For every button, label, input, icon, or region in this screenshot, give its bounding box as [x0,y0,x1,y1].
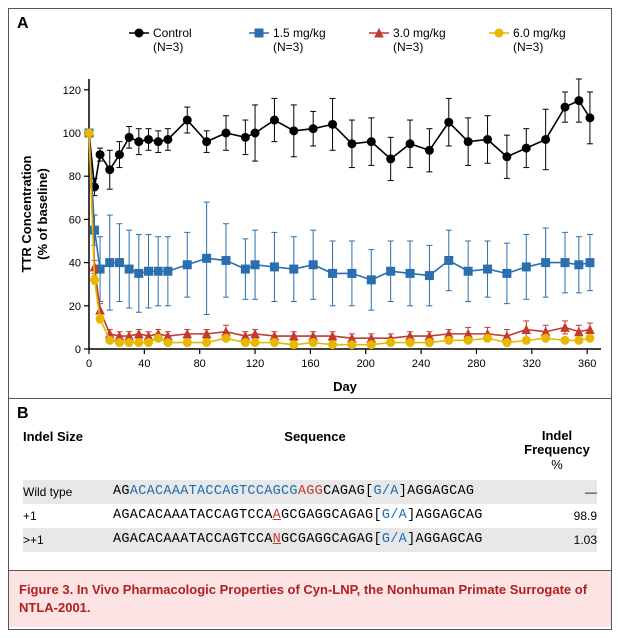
svg-text:20: 20 [69,301,81,313]
figure-container: A 02040608010012004080120160200240280320… [8,8,612,630]
svg-text:1.5 mg/kg: 1.5 mg/kg [273,26,326,40]
th-sequence: Sequence [113,429,517,472]
svg-text:120: 120 [63,85,81,97]
table-row: >+1AGACACAAATACCAGTCCANGCGAGGCAGAG[G/A]A… [23,528,597,552]
panel-a: A 02040608010012004080120160200240280320… [9,9,611,399]
svg-text:0: 0 [86,358,92,370]
svg-text:40: 40 [69,258,81,270]
svg-text:60: 60 [69,214,81,226]
caption-text: In Vivo Pharmacologic Properties of Cyn-… [19,582,587,615]
svg-text:280: 280 [467,358,485,370]
svg-text:160: 160 [301,358,319,370]
svg-text:240: 240 [412,358,430,370]
panel-b: B Indel Size Sequence Indel Frequency % … [9,399,611,571]
svg-text:TTR Concentration: TTR Concentration [19,155,34,272]
svg-text:3.0 mg/kg: 3.0 mg/kg [393,26,446,40]
svg-text:40: 40 [138,358,150,370]
svg-text:(N=3): (N=3) [393,40,423,54]
svg-text:(N=3): (N=3) [513,40,543,54]
table-row: +1AGACACAAATACCAGTCCAAGCGAGGCAGAG[G/A]AG… [23,504,597,528]
indel-frequency: 98.9 [527,509,597,523]
svg-text:6.0 mg/kg: 6.0 mg/kg [513,26,566,40]
indel-size: >+1 [23,533,113,547]
svg-text:200: 200 [357,358,375,370]
indel-frequency: 1.03 [527,533,597,547]
indel-size: Wild type [23,485,113,499]
svg-text:80: 80 [69,171,81,183]
panel-b-table: Indel Size Sequence Indel Frequency % Wi… [9,399,611,562]
sequence: AGACACAAATACCAGTCCAGCGAGGCAGAG[G/A]AGGAG… [113,484,527,499]
svg-text:320: 320 [523,358,541,370]
svg-text:80: 80 [194,358,206,370]
svg-text:120: 120 [246,358,264,370]
chart-a: 0 20 40 60 80 100 120 0 40 80 120 160 200 240 280 320 36… [9,19,611,398]
figure-caption: Figure 3. In Vivo Pharmacologic Properti… [9,571,611,627]
th-indel-size: Indel Size [23,429,113,472]
svg-text:(% of baseline): (% of baseline) [35,168,50,260]
sequence: AGACACAAATACCAGTCCAAGCGAGGCAGAG[G/A]AGGA… [113,508,527,523]
indel-size: +1 [23,509,113,523]
panel-b-label: B [17,405,29,423]
svg-text:Day: Day [333,379,358,394]
sequence: AGACACAAATACCAGTCCANGCGAGGCAGAG[G/A]AGGA… [113,532,527,547]
th-freq: Indel Frequency % [517,429,597,472]
table-row: Wild typeAGACACAAATACCAGTCCAGCGAGGCAGAG[… [23,480,597,504]
table-header: Indel Size Sequence Indel Frequency % [23,429,597,472]
svg-text:(N=3): (N=3) [153,40,183,54]
caption-label: Figure 3. [19,582,73,597]
svg-text:100: 100 [63,128,81,140]
svg-text:0: 0 [75,344,81,356]
svg-text:(N=3): (N=3) [273,40,303,54]
svg-text:360: 360 [578,358,596,370]
svg-text:Control: Control [153,26,192,40]
indel-frequency: — [527,485,597,499]
